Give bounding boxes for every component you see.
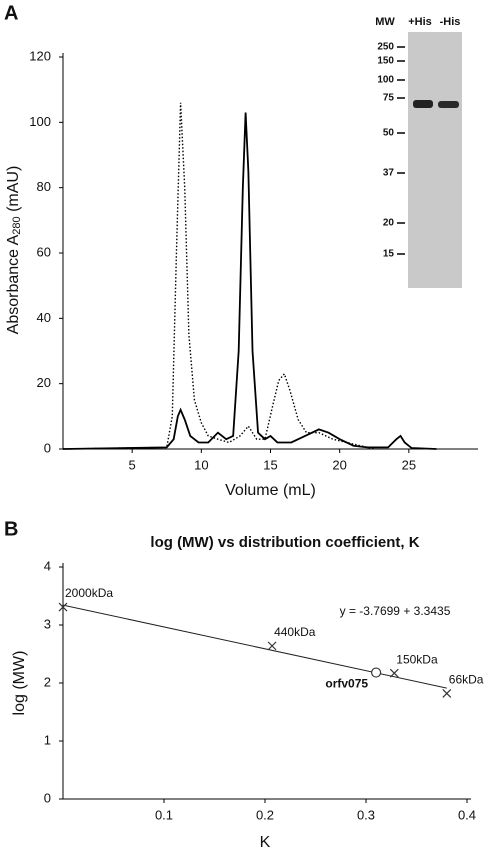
x-tick-label: 0.4 [458,807,476,822]
x-tick-label: 15 [263,457,277,472]
trendline-equation: y = -3.7699 + 3.3435 [340,604,451,618]
gel-marker-label: 150 [377,56,394,67]
point-label: 150kDa [396,652,438,666]
y-axis-label: Absorbance A280 (mAU) [5,166,23,335]
trendline [62,604,447,689]
line-series [62,102,375,450]
x-tick-label: 0.1 [155,807,173,822]
y-label-sub: 280 [11,216,23,234]
point [58,602,68,612]
gel-marker-label: 250 [377,42,394,53]
chart-title: log (MW) vs distribution coefficient, K [150,534,419,551]
y-tick-label: 120 [29,48,51,63]
y-tick-label: 0 [44,790,51,805]
point-label: 66kDa [449,673,484,687]
y-label-unit: (mAU) [5,166,22,212]
gel-marker-label: 37 [383,168,395,179]
y-tick-label: 4 [44,558,51,573]
gel-image [408,32,462,288]
line-series [62,112,437,450]
y-tick-label: 0 [44,440,51,455]
gel-header: -His [440,16,461,28]
y-tick-label: 3 [44,616,51,631]
y-tick-label: 40 [37,310,51,325]
gel-header: MW [375,16,395,28]
y-axis-label: log (MW) [11,651,28,716]
point [371,667,382,678]
y-tick-label: 1 [44,732,51,747]
x-tick-label: 20 [332,457,346,472]
panel-letter: A [4,2,18,24]
point [267,641,277,651]
gel-marker-label: 15 [383,249,395,260]
point-label: 440kDa [274,625,316,639]
x-tick-label: 5 [129,457,136,472]
x-axis-label: K [260,834,271,849]
y-tick-label: 100 [29,114,51,129]
x-tick-label: 0.2 [256,807,274,822]
x-axis-label: Volume (mL) [225,482,316,499]
gel-marker-label: 20 [383,218,395,229]
gel-marker-label: 100 [377,75,394,86]
point [389,668,399,678]
y-tick-label: 60 [37,244,51,259]
y-tick-label: 2 [44,674,51,689]
gel-band [438,101,459,108]
y-tick-label: 20 [37,375,51,390]
gel-marker-label: 50 [383,128,395,139]
gel-band [413,100,433,108]
x-tick-label: 25 [402,457,416,472]
point-label: orfv075 [325,677,368,691]
x-tick-label: 0.3 [357,807,375,822]
point-label: 2000kDa [65,586,113,600]
gel-header: +His [408,16,432,28]
gel-marker-label: 75 [383,93,395,104]
y-tick-label: 80 [37,179,51,194]
point [442,689,452,698]
y-label-text: Absorbance A [5,234,22,334]
panel-letter: B [4,518,18,540]
x-tick-label: 10 [194,457,208,472]
